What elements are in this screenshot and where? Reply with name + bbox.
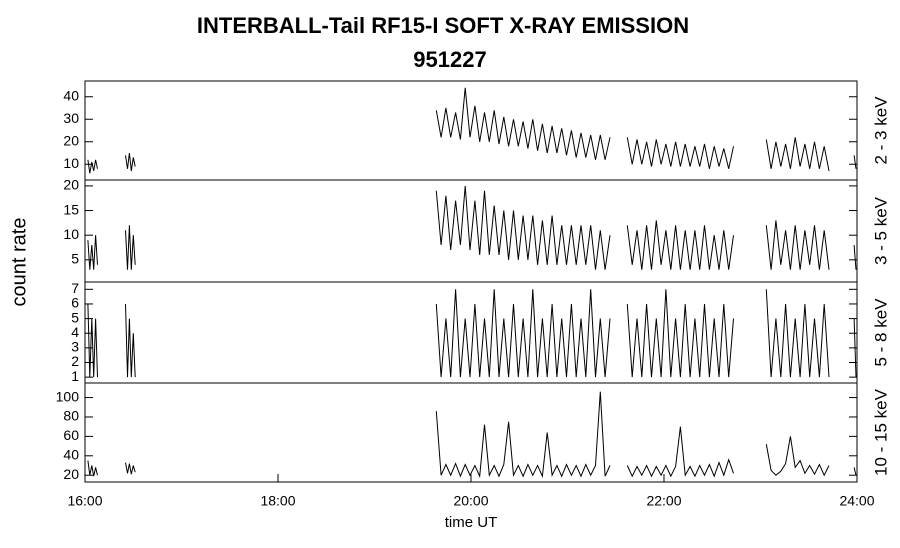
panel-label: 3 - 5 keV [871,196,890,265]
y-tick-label: 15 [63,201,79,217]
chart-title: INTERBALL-Tail RF15-I SOFT X-RAY EMISSIO… [197,13,689,38]
y-tick-label: 100 [56,388,80,404]
x-tick-label: 20:00 [453,493,488,509]
panel-frame [84,382,858,483]
y-tick-label: 80 [63,408,79,424]
x-tick-label: 24:00 [839,493,874,509]
y-tick-label: 30 [63,110,79,126]
y-tick-label: 10 [63,155,79,171]
y-tick-label: 5 [71,309,79,325]
data-line [87,185,857,270]
y-tick-label: 40 [63,87,79,103]
x-tick-label: 18:00 [260,493,295,509]
y-tick-label: 2 [71,353,79,369]
x-tick-label: 22:00 [646,493,681,509]
y-tick-label: 1 [71,368,79,384]
y-tick-label: 10 [63,226,79,242]
x-axis-label: time UT [445,514,498,531]
data-line [87,87,857,174]
y-tick-label: 40 [63,446,79,462]
y-tick-label: 6 [71,295,79,311]
x-tick-label: 16:00 [67,493,102,509]
y-tick-label: 7 [71,280,79,296]
chart-subtitle: 951227 [413,47,486,72]
y-tick-label: 3 [71,339,79,355]
y-axis-label: count rate [8,218,30,307]
data-line [87,289,857,378]
y-tick-label: 20 [63,132,79,148]
panel-label: 10 - 15 keV [871,388,890,476]
panel-label: 5 - 8 keV [871,298,890,367]
y-tick-label: 4 [71,324,79,340]
y-tick-label: 20 [63,466,79,482]
y-tick-label: 20 [63,177,79,193]
data-line [87,391,857,479]
panel-label: 2 - 3 keV [871,96,890,165]
panel-frame [84,179,858,283]
y-tick-label: 60 [63,427,79,443]
y-tick-label: 5 [71,251,79,267]
